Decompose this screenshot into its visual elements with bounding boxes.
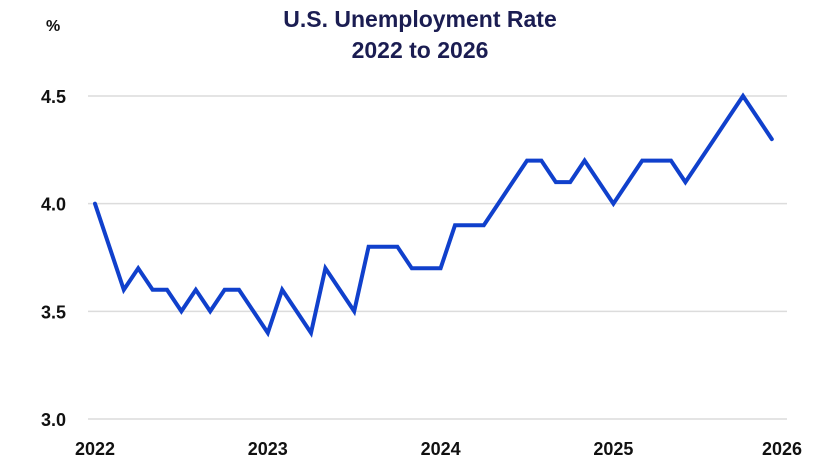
x-tick-label: 2023	[248, 439, 288, 459]
y-tick-label: 3.0	[41, 410, 66, 430]
x-tick-label: 2022	[75, 439, 115, 459]
y-tick-label: 4.5	[41, 87, 66, 107]
y-tick-label: 3.5	[41, 302, 66, 322]
chart-title: U.S. Unemployment Rate 2022 to 2026	[0, 4, 840, 66]
x-axis: 2022 2023 2024 2025 2026	[75, 439, 802, 459]
y-axis-unit-label: %	[46, 18, 61, 35]
x-tick-label: 2026	[762, 439, 802, 459]
x-tick-label: 2024	[421, 439, 461, 459]
gridlines	[88, 95, 787, 420]
chart-subtitle: 2022 to 2026	[351, 37, 489, 63]
chart-title-main: U.S. Unemployment Rate	[283, 6, 557, 32]
y-tick-label: 4.0	[41, 195, 66, 215]
x-tick-label: 2025	[593, 439, 633, 459]
unemployment-rate-line	[93, 92, 774, 338]
y-axis: 3.0 3.5 4.0 4.5	[41, 87, 66, 430]
